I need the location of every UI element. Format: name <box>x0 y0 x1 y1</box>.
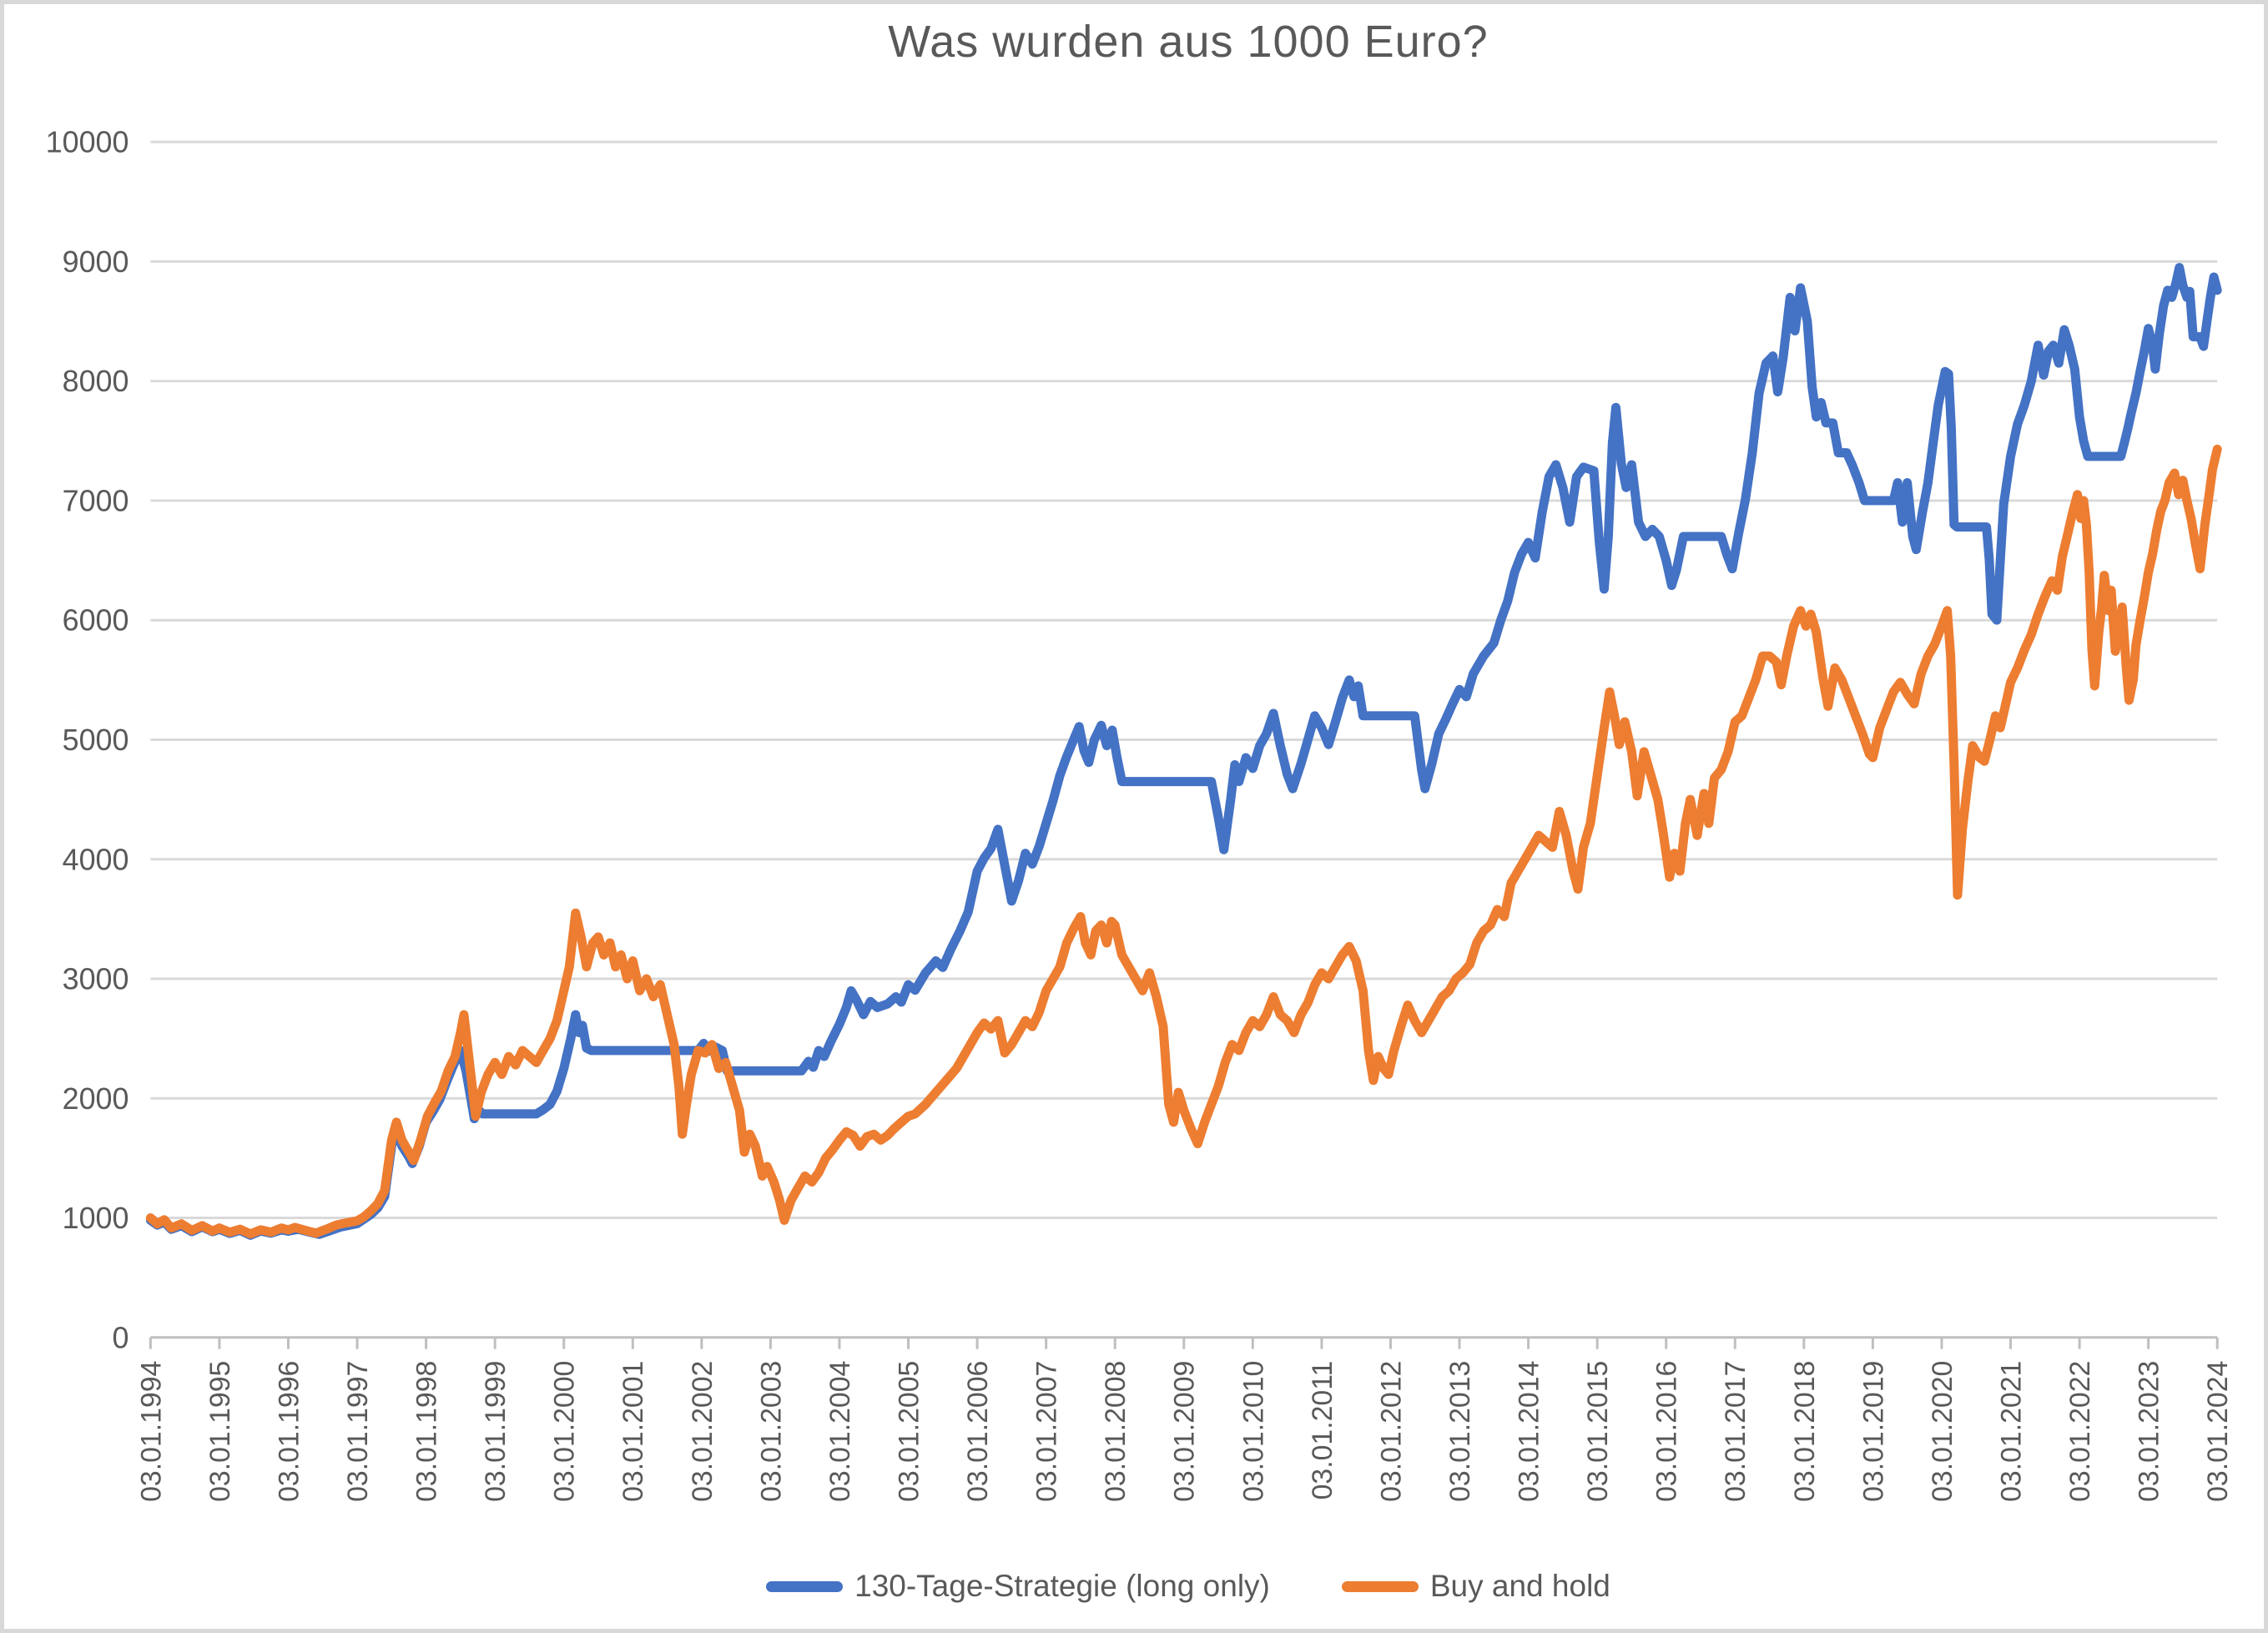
x-axis-tick-label: 03.01.1997 <box>342 1361 374 1502</box>
legend-item-buy-and-hold: Buy and hold <box>1341 1569 1610 1604</box>
x-axis-tick-label: 03.01.2007 <box>1031 1361 1063 1502</box>
x-axis-tick-label: 03.01.2004 <box>824 1361 856 1502</box>
x-axis-tick-label: 03.01.1998 <box>411 1361 443 1502</box>
y-axis-tick-label: 6000 <box>63 604 129 638</box>
x-axis-tick-label: 03.01.2010 <box>1237 1361 1269 1502</box>
y-axis-tick-label: 3000 <box>63 963 129 996</box>
x-axis-tick-label: 03.01.1995 <box>204 1361 236 1502</box>
chart-plot-area: 0 1000 2000 3000 4000 5000 6000 7000 8000 9000 100… <box>46 126 2234 1502</box>
x-axis-tick-label: 03.01.2005 <box>893 1361 925 1502</box>
x-axis-tick-label: 03.01.2009 <box>1169 1361 1201 1502</box>
legend-item-strategy: 130-Tage-Strategie (long only) <box>766 1569 1270 1604</box>
x-axis-tick-label: 03.01.2021 <box>1995 1361 2027 1502</box>
legend-label-strategy: 130-Tage-Strategie (long only) <box>854 1569 1270 1603</box>
x-axis-tick-label: 03.01.2001 <box>617 1361 649 1502</box>
y-axis-tick-label: 1000 <box>63 1202 129 1235</box>
legend-swatch-buy-and-hold-line <box>1341 1580 1419 1592</box>
x-axis-tick-label: 03.01.1996 <box>273 1361 305 1502</box>
y-axis-tick-label: 8000 <box>63 365 129 398</box>
x-axis-tick-label: 03.01.2018 <box>1789 1361 1821 1502</box>
series-line-strategy <box>145 263 2222 1240</box>
x-axis-tick-label: 03.01.2003 <box>755 1361 787 1502</box>
legend-label-buy-and-hold: Buy and hold <box>1429 1569 1610 1603</box>
x-axis <box>149 1336 2219 1349</box>
x-axis-labels: 03.01.1994 03.01.1995 03.01.1996 03.01.1997… <box>135 1361 2234 1502</box>
x-axis-tick-label: 03.01.2013 <box>1444 1361 1476 1502</box>
y-axis-tick-label: 0 <box>112 1321 129 1354</box>
chart-title: Was wurden aus 1000 Euro? <box>888 17 1489 67</box>
x-axis-tick-label: 03.01.2015 <box>1582 1361 1614 1502</box>
chart-legend: 130-Tage-Strategie (long only) Buy and h… <box>151 1569 2225 1604</box>
x-axis-tick-label: 03.01.2017 <box>1720 1361 1751 1502</box>
x-axis-tick-label: 03.01.2012 <box>1375 1361 1407 1502</box>
x-axis-tick-label: 03.01.2024 <box>2202 1361 2234 1502</box>
legend-swatch-strategy-line <box>766 1580 844 1592</box>
x-axis-tick-label: 03.01.2014 <box>1514 1361 1545 1502</box>
y-axis-tick-label: 4000 <box>63 843 129 876</box>
x-axis-tick-label: 03.01.2023 <box>2134 1361 2165 1502</box>
x-axis-tick-label: 03.01.2020 <box>1927 1361 1958 1502</box>
x-axis-tick-label: 03.01.2016 <box>1651 1361 1683 1502</box>
x-axis-tick-label: 03.01.2011 <box>1307 1361 1338 1500</box>
y-axis-labels: 0 1000 2000 3000 4000 5000 6000 7000 8000 9000 100… <box>46 126 129 1355</box>
y-axis-tick-label: 2000 <box>63 1082 129 1116</box>
x-axis-tick-label: 03.01.2008 <box>1100 1361 1131 1502</box>
y-axis-tick-label: 10000 <box>46 126 129 159</box>
y-axis-tick-label: 7000 <box>63 485 129 518</box>
x-axis-tick-label: 03.01.2006 <box>962 1361 994 1502</box>
x-axis-tick-label: 03.01.2019 <box>1857 1361 1889 1502</box>
x-axis-tick-label: 03.01.2002 <box>687 1361 718 1502</box>
y-axis-tick-label: 5000 <box>63 723 129 757</box>
series-line-buy-and-hold <box>145 444 2222 1239</box>
x-axis-tick-label: 03.01.1999 <box>480 1361 512 1502</box>
x-axis-tick-label: 03.01.1994 <box>135 1361 167 1502</box>
y-axis-tick-label: 9000 <box>63 245 129 279</box>
x-axis-tick-label: 03.01.2022 <box>2064 1361 2096 1502</box>
x-axis-tick-label: 03.01.2000 <box>549 1361 581 1502</box>
